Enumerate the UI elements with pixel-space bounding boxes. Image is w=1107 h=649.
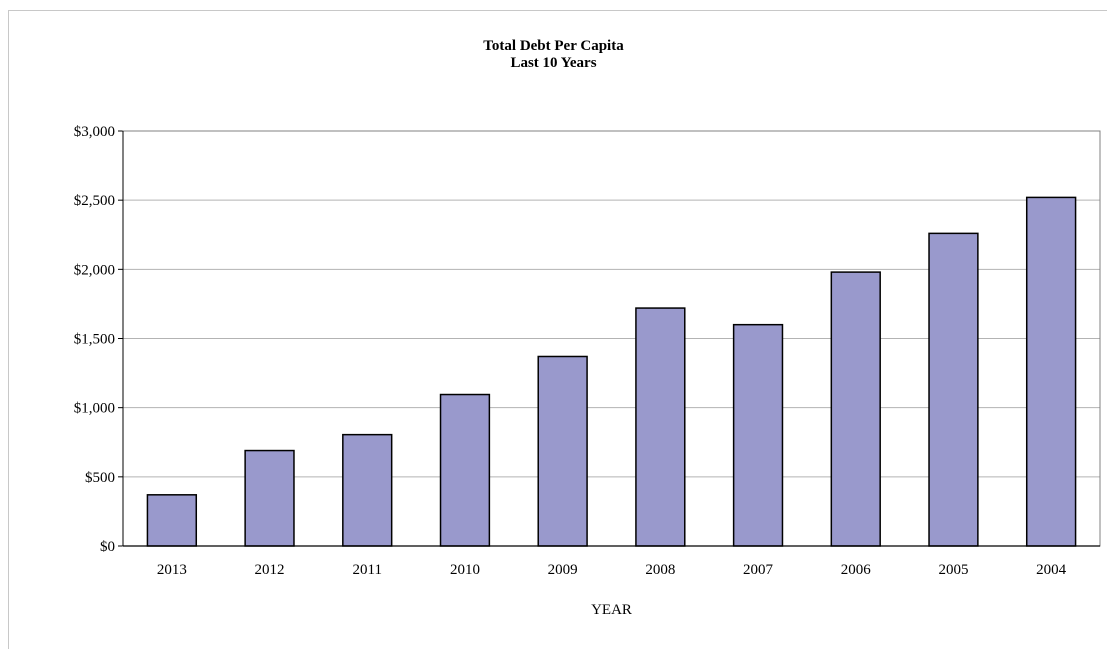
bar-2006 xyxy=(830,271,881,547)
x-tick-label: 2008 xyxy=(645,562,675,578)
bars xyxy=(146,196,1077,547)
bar-2009 xyxy=(537,355,588,547)
x-tick-label: 2009 xyxy=(548,562,578,578)
bar-2013 xyxy=(146,494,198,547)
y-tick-label: $2,500 xyxy=(74,193,115,209)
axes xyxy=(122,130,1101,547)
x-tick-label: 2012 xyxy=(255,562,285,578)
x-tick-label: 2005 xyxy=(938,562,968,578)
bar-2005 xyxy=(928,232,979,547)
y-tick-label: $0 xyxy=(100,539,115,555)
y-tick-label: $3,000 xyxy=(74,124,115,140)
bar-2004 xyxy=(1025,196,1077,547)
x-tick-label: 2004 xyxy=(1036,562,1067,578)
x-axis-tick-labels: 2013 2012 2011 2010 2009 2008 2007 2006 2005 2004 xyxy=(157,562,1067,578)
x-tick-label: 2010 xyxy=(450,562,480,578)
y-tick-label: $500 xyxy=(85,470,115,486)
chart-frame xyxy=(8,10,1107,649)
chart-subtitle: Last 10 Years xyxy=(510,55,597,71)
bar-2007 xyxy=(732,323,784,547)
bar-2010 xyxy=(439,393,491,547)
x-tick-label: 2006 xyxy=(841,562,872,578)
bar-2012 xyxy=(244,449,295,547)
y-tick-label: $1,500 xyxy=(74,332,115,348)
x-tick-label: 2011 xyxy=(353,562,382,578)
x-axis-label: YEAR xyxy=(591,602,632,618)
bar-2008 xyxy=(635,307,686,547)
bar-2011 xyxy=(342,433,393,547)
x-tick-label: 2007 xyxy=(743,562,774,578)
y-axis-tick-labels: $0 $500 $1,000 $1,500 $2,000 $2,500 $3,000 xyxy=(74,124,115,555)
y-tick-label: $2,000 xyxy=(74,262,115,278)
y-tick-label: $1,000 xyxy=(74,401,115,417)
x-tick-label: 2013 xyxy=(157,562,187,578)
chart-title: Total Debt Per Capita xyxy=(483,38,624,54)
